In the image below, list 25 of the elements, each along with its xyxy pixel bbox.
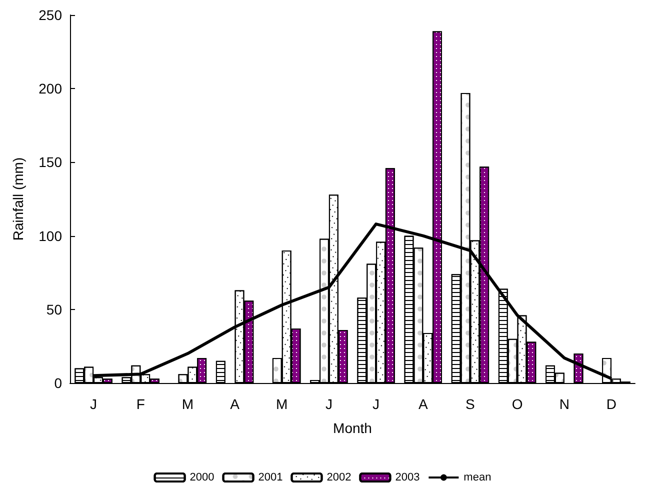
- y-tick-label: 200: [38, 80, 62, 97]
- y-tick-label: 250: [38, 7, 62, 23]
- x-tick-label: F: [136, 396, 145, 412]
- x-tick-label: J: [372, 396, 380, 412]
- legend-label: 2002: [326, 472, 352, 484]
- y-tick-label: 150: [38, 154, 62, 170]
- y-axis-title: Rainfall (mm): [10, 157, 26, 241]
- x-tick-label: O: [512, 396, 523, 412]
- legend-label: mean: [464, 472, 492, 484]
- legend-label: 2003: [395, 472, 420, 484]
- x-tick-label: M: [182, 396, 194, 412]
- legend-label: 2000: [190, 472, 214, 484]
- x-tick-label: A: [418, 396, 428, 412]
- x-tick-label: N: [559, 396, 570, 412]
- x-axis-title: Month: [333, 420, 372, 436]
- y-tick-label: 100: [38, 228, 62, 244]
- x-tick-label: D: [606, 396, 617, 412]
- x-tick-label: S: [466, 396, 475, 412]
- x-tick-label: M: [276, 396, 288, 412]
- y-tick-label: 0: [54, 375, 62, 391]
- legend-label: 2001: [258, 472, 283, 484]
- x-tick-label: J: [325, 396, 332, 412]
- x-tick-label: J: [90, 396, 98, 412]
- y-tick-label: 50: [46, 301, 62, 318]
- x-tick-label: A: [230, 396, 240, 412]
